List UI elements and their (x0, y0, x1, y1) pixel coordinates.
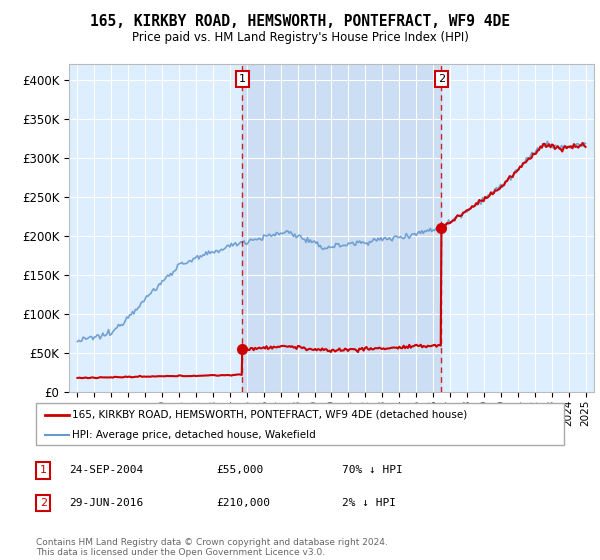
Text: 165, KIRKBY ROAD, HEMSWORTH, PONTEFRACT, WF9 4DE (detached house): 165, KIRKBY ROAD, HEMSWORTH, PONTEFRACT,… (72, 410, 467, 420)
Text: 165, KIRKBY ROAD, HEMSWORTH, PONTEFRACT, WF9 4DE: 165, KIRKBY ROAD, HEMSWORTH, PONTEFRACT,… (90, 14, 510, 29)
Text: £55,000: £55,000 (216, 465, 263, 475)
Text: 24-SEP-2004: 24-SEP-2004 (69, 465, 143, 475)
Text: 2: 2 (438, 74, 445, 84)
Text: 2: 2 (40, 498, 47, 508)
Bar (242, 64, 442, 392)
Text: HPI: Average price, detached house, Wakefield: HPI: Average price, detached house, Wake… (72, 430, 316, 440)
Text: Price paid vs. HM Land Registry's House Price Index (HPI): Price paid vs. HM Land Registry's House … (131, 31, 469, 44)
Text: 70% ↓ HPI: 70% ↓ HPI (342, 465, 403, 475)
Text: 1: 1 (239, 74, 246, 84)
Text: £210,000: £210,000 (216, 498, 270, 508)
Text: 29-JUN-2016: 29-JUN-2016 (69, 498, 143, 508)
Text: 2% ↓ HPI: 2% ↓ HPI (342, 498, 396, 508)
Text: 1: 1 (40, 465, 47, 475)
Text: Contains HM Land Registry data © Crown copyright and database right 2024.
This d: Contains HM Land Registry data © Crown c… (36, 538, 388, 557)
